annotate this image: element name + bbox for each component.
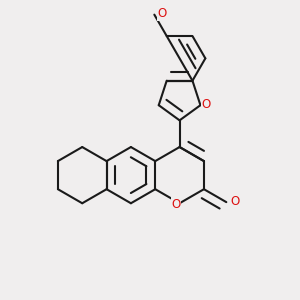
Text: O: O <box>202 98 211 110</box>
Text: O: O <box>171 198 181 211</box>
Text: O: O <box>231 195 240 208</box>
Text: O: O <box>158 7 166 20</box>
